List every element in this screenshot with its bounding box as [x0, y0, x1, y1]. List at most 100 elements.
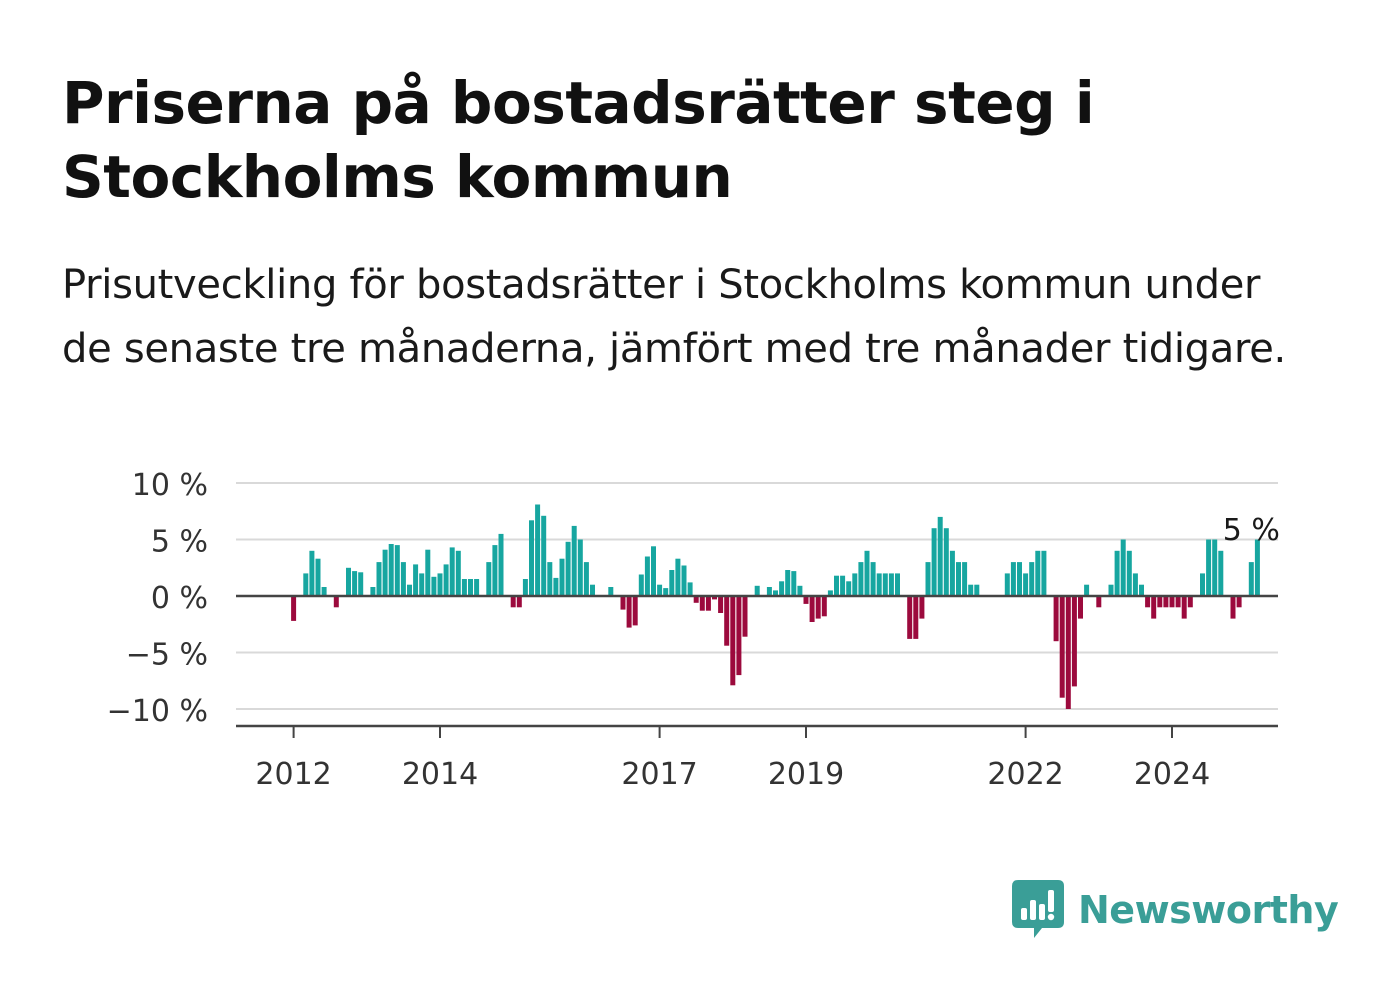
bar [1236, 596, 1242, 608]
bar [352, 571, 358, 596]
y-tick-label: −10 % [107, 694, 208, 729]
bar [1041, 550, 1047, 596]
bar [956, 562, 961, 596]
bar [803, 596, 809, 604]
latest-value-label: 5 % [1223, 513, 1280, 548]
bar [712, 596, 717, 600]
bar [553, 577, 559, 596]
bar [687, 582, 693, 596]
bar [779, 581, 785, 596]
bar [785, 570, 791, 596]
x-tick-label: 2014 [402, 757, 478, 792]
bar [925, 562, 931, 596]
bar [718, 596, 724, 613]
bar [1023, 573, 1029, 596]
bar [535, 504, 541, 596]
newsworthy-logo[interactable]: Newsworthy [1012, 880, 1339, 940]
x-tick-label: 2017 [621, 757, 697, 792]
bar [1212, 539, 1218, 596]
bar [1010, 562, 1016, 596]
bar [394, 545, 400, 596]
bar [657, 584, 663, 596]
bar [620, 596, 626, 610]
bar [1004, 573, 1010, 596]
bar [809, 596, 815, 622]
bar [1248, 562, 1254, 596]
bar [413, 564, 419, 596]
x-tick-label: 2024 [1134, 757, 1210, 792]
bar [303, 573, 309, 596]
bar [937, 516, 943, 596]
bar [309, 550, 315, 596]
bar [907, 596, 913, 639]
bar [895, 573, 900, 596]
bar [797, 585, 803, 596]
bar [474, 579, 480, 596]
bar [766, 587, 772, 596]
bar [431, 576, 437, 596]
bar [773, 590, 778, 597]
bar [1126, 550, 1132, 596]
bar [834, 575, 839, 596]
bar [468, 579, 473, 596]
bar [1084, 584, 1090, 596]
bar [1145, 596, 1151, 608]
bar [1053, 596, 1059, 642]
bar [1035, 550, 1041, 596]
bar [449, 547, 455, 596]
bar [1059, 596, 1065, 698]
bar [919, 596, 925, 619]
bar [651, 546, 656, 596]
bar [791, 571, 797, 596]
bar [815, 596, 821, 619]
bar [571, 525, 577, 596]
bar [626, 596, 632, 628]
bar [1096, 596, 1102, 608]
bar [827, 590, 833, 597]
bar [821, 596, 827, 617]
bar [1120, 539, 1126, 596]
bar [443, 564, 449, 596]
bar [876, 573, 882, 596]
bar [1175, 596, 1181, 608]
bar [1017, 562, 1022, 596]
bar [370, 587, 376, 596]
bar [461, 579, 467, 596]
x-tick-label: 2012 [255, 757, 331, 792]
bar [882, 573, 888, 596]
bar [419, 573, 425, 596]
bar [864, 550, 870, 596]
bar [754, 585, 760, 596]
bar [742, 596, 748, 637]
bar [547, 562, 553, 596]
bar [699, 596, 705, 611]
chart-subtitle: Prisutveckling för bostadsrätter i Stock… [62, 262, 1286, 372]
bar [724, 596, 730, 646]
bar [644, 556, 650, 597]
bar [730, 596, 736, 686]
bar [632, 596, 638, 626]
bar [522, 579, 528, 596]
bar [559, 558, 565, 596]
y-tick-label: −5 % [126, 638, 208, 673]
bar [931, 528, 937, 596]
bar [1139, 584, 1144, 596]
bar-chart: 10 % 5 % 0 % −5 % −10 % 2012 2014 2017 2019 2022… [107, 468, 1280, 792]
bar [315, 558, 321, 596]
bar [425, 549, 431, 596]
bar [455, 550, 461, 596]
bar [1029, 562, 1035, 596]
bar [705, 596, 711, 611]
chart-title: Priserna på bostadsrätter steg i Stockho… [62, 69, 1095, 211]
bar [1065, 596, 1071, 709]
bar [1071, 596, 1077, 687]
bar [663, 588, 669, 596]
bar [577, 539, 583, 596]
bar [291, 596, 297, 621]
bar [1206, 539, 1212, 596]
bar [846, 581, 852, 596]
bar [949, 550, 955, 596]
bar [400, 562, 406, 596]
y-tick-label: 10 % [132, 468, 208, 503]
bar [943, 528, 949, 596]
